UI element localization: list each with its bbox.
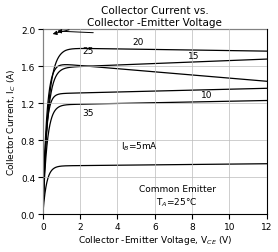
Text: 35: 35 [82, 108, 93, 117]
Text: 15: 15 [188, 51, 200, 60]
Text: I$_B$=5mA: I$_B$=5mA [121, 140, 158, 152]
Text: 10: 10 [202, 91, 213, 100]
Title: Collector Current vs.
Collector -Emitter Voltage: Collector Current vs. Collector -Emitter… [87, 6, 222, 28]
Text: Common Emitter: Common Emitter [139, 184, 216, 193]
Text: 25: 25 [82, 47, 93, 56]
Text: 20: 20 [132, 38, 144, 46]
Y-axis label: Collector Current, I$_C$ (A): Collector Current, I$_C$ (A) [6, 69, 18, 176]
Text: T$_A$=25°C: T$_A$=25°C [157, 196, 198, 208]
X-axis label: Collector -Emitter Voltage, V$_{CE}$ (V): Collector -Emitter Voltage, V$_{CE}$ (V) [78, 234, 232, 246]
